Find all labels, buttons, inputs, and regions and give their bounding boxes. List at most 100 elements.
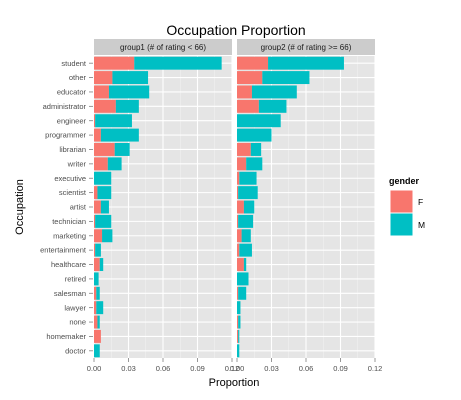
bar-student-F-panel1 <box>94 56 135 70</box>
x-tick-label: 0.03 <box>264 364 279 373</box>
bar-librarian-M-panel1 <box>114 143 130 156</box>
y-tick-label-administrator: administrator <box>43 102 87 111</box>
y-tick-label-librarian: librarian <box>59 145 86 154</box>
bar-educator-F-panel2 <box>237 85 252 99</box>
bar-marketing-F-panel1 <box>94 229 103 243</box>
bar-scientist-F-panel2 <box>237 186 239 200</box>
bar-student-F-panel2 <box>237 56 269 70</box>
bar-healthcare-F-panel1 <box>94 258 100 271</box>
y-tick-label-lawyer: lawyer <box>64 303 86 312</box>
bar-scientist-M-panel1 <box>97 186 112 200</box>
bar-educator-F-panel1 <box>94 85 109 99</box>
bar-other-M-panel2 <box>262 71 310 85</box>
bar-healthcare-M-panel2 <box>243 258 247 271</box>
panel-2: group2 (# of rating >= 66) 0.00 0.03 0.06 0.… <box>230 39 383 373</box>
bar-educator-M-panel1 <box>108 85 150 99</box>
bar-homemaker-M-panel2 <box>238 329 240 343</box>
bar-other-M-panel1 <box>112 71 149 85</box>
y-tick-label-educator: educator <box>57 88 87 97</box>
bar-executive-M-panel2 <box>239 171 257 185</box>
y-tick-label-scientist: scientist <box>59 188 87 197</box>
bar-none-F-panel1 <box>94 315 98 329</box>
x-tick-label: 0.12 <box>368 364 383 373</box>
bar-writer-M-panel2 <box>246 157 263 171</box>
x-tick-label: 0.09 <box>333 364 348 373</box>
bar-librarian-M-panel2 <box>250 143 262 156</box>
facet-strip-1 <box>94 39 232 55</box>
y-tick-label-doctor: doctor <box>65 346 86 355</box>
bar-executive-F-panel2 <box>237 171 240 185</box>
y-tick-label-writer: writer <box>67 159 87 168</box>
bar-other-F-panel2 <box>237 71 263 85</box>
legend-label-M: M <box>418 220 425 230</box>
bar-artist-F-panel1 <box>94 200 101 214</box>
bar-salesman-M-panel2 <box>238 286 247 300</box>
bar-none-F-panel2 <box>237 315 239 329</box>
x-tick-label: 0.00 <box>87 364 102 373</box>
x-tick-label: 0.00 <box>230 364 245 373</box>
bar-lawyer-M-panel1 <box>96 301 104 315</box>
bar-entertainment-M-panel2 <box>239 243 252 257</box>
bar-salesman-F-panel2 <box>237 286 239 300</box>
panel-1: group1 (# of rating < 66) 0.00 0.03 0.06 0.0… <box>87 39 240 373</box>
y-tick-label-other: other <box>69 73 87 82</box>
bar-none-M-panel2 <box>238 315 241 329</box>
bar-lawyer-F-panel1 <box>94 301 97 315</box>
legend-label-F: F <box>418 197 423 207</box>
bar-engineer-M-panel1 <box>95 114 132 128</box>
legend-title: gender <box>389 176 420 186</box>
y-tick-label-none: none <box>69 318 86 327</box>
bar-programmer-M-panel2 <box>237 128 272 142</box>
bar-technician-F-panel2 <box>237 214 239 228</box>
bar-student-M-panel1 <box>134 56 222 70</box>
bar-programmer-F-panel1 <box>94 128 101 142</box>
y-axis-title: Occupation <box>14 179 26 235</box>
x-tick-label: 0.09 <box>190 364 205 373</box>
bar-marketing-M-panel1 <box>102 229 113 243</box>
bar-doctor-M-panel2 <box>237 344 240 358</box>
bar-executive-M-panel1 <box>94 171 112 185</box>
y-tick-label-marketing: marketing <box>53 231 86 240</box>
y-tick-label-programmer: programmer <box>45 131 86 140</box>
x-tick-label: 0.06 <box>156 364 171 373</box>
legend-key-M <box>389 212 414 237</box>
bar-administrator-F-panel1 <box>94 99 116 113</box>
bar-engineer-M-panel2 <box>237 114 281 128</box>
y-tick-label-salesman: salesman <box>54 289 86 298</box>
bar-homemaker-F-panel1 <box>94 329 101 343</box>
legend: gender F M <box>389 176 425 237</box>
bar-technician-M-panel1 <box>95 214 112 228</box>
facet-strip-label-2: group2 (# of rating >= 66) <box>261 43 352 52</box>
bar-doctor-M-panel1 <box>94 344 100 358</box>
bar-programmer-M-panel1 <box>100 128 139 142</box>
facet-strip-label-1: group1 (# of rating < 66) <box>120 43 206 52</box>
bar-entertainment-F-panel2 <box>237 243 240 257</box>
bar-educator-M-panel2 <box>251 85 297 99</box>
bar-entertainment-F-panel1 <box>94 243 96 257</box>
bar-retired-M-panel2 <box>237 272 249 286</box>
y-tick-label-student: student <box>61 59 87 68</box>
bar-administrator-F-panel2 <box>237 99 259 113</box>
bar-marketing-F-panel2 <box>237 229 242 243</box>
y-tick-label-artist: artist <box>70 203 87 212</box>
chart-title: Occupation Proportion <box>166 22 305 38</box>
bar-writer-F-panel1 <box>94 157 108 171</box>
bar-librarian-F-panel1 <box>94 143 115 156</box>
bar-entertainment-M-panel1 <box>95 243 101 257</box>
x-tick-label: 0.03 <box>121 364 136 373</box>
bar-none-M-panel1 <box>97 315 100 329</box>
bar-administrator-M-panel2 <box>258 99 287 113</box>
x-tick-label: 0.12 <box>225 364 240 373</box>
bar-technician-F-panel1 <box>94 214 96 228</box>
legend-key-F <box>389 189 414 214</box>
bar-writer-F-panel2 <box>237 157 247 171</box>
facet-panels: student other educator administrator enginee… <box>40 39 382 373</box>
bar-student-M-panel2 <box>268 56 344 70</box>
bar-salesman-F-panel1 <box>94 286 97 300</box>
x-tick-label: 0.06 <box>299 364 314 373</box>
bar-artist-M-panel2 <box>243 200 255 214</box>
bar-librarian-F-panel2 <box>237 143 251 156</box>
bar-healthcare-F-panel2 <box>237 258 244 271</box>
bar-salesman-M-panel1 <box>96 286 100 300</box>
